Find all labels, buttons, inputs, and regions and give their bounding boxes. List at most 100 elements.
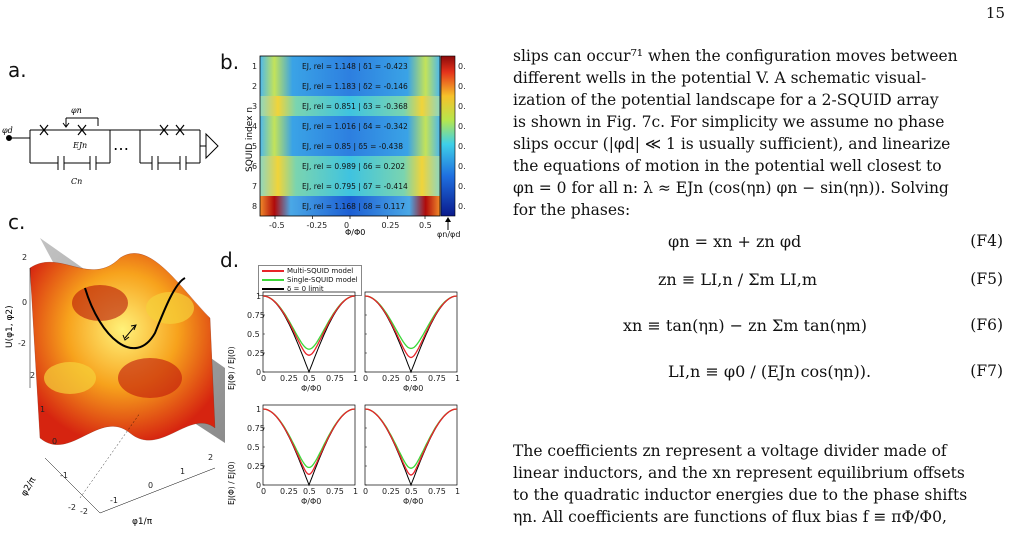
equation-f5: zn ≡ LI,n / Σm LI,m (F5) bbox=[658, 270, 1003, 289]
body-paragraph-2: The coefficients zn represent a voltage … bbox=[513, 442, 968, 526]
surface-xtick: 1 bbox=[180, 467, 185, 476]
subplot-ytick: 1 bbox=[256, 292, 261, 301]
colorbar-tick: 0.2 bbox=[458, 82, 466, 91]
subplot-xlabel: Φ/Φ0 bbox=[403, 384, 423, 393]
subplot-xtick: 0.75 bbox=[326, 374, 344, 383]
surface-xtick: -1 bbox=[110, 496, 118, 505]
heatmap-row bbox=[260, 196, 440, 216]
subplot-xtick: 1 bbox=[353, 487, 358, 496]
multi-squid-curve bbox=[262, 295, 356, 356]
colorbar-tick: 0.22 bbox=[458, 62, 466, 71]
heatmap-row-index: 4 bbox=[252, 122, 257, 131]
heatmap-row-text: EJ, rel = 0.85 | δ5 = -0.438 bbox=[302, 142, 403, 151]
equation-f7: LI,n ≡ φ0 / (EJn cos(ηn)). (F7) bbox=[668, 362, 1003, 381]
surface-ztick: 0 bbox=[22, 298, 27, 307]
subplot-ylabel-bottom: EJ(Φ) / EJ(0) bbox=[227, 461, 236, 505]
subplot-xtick: 0.25 bbox=[382, 487, 400, 496]
surface-zlabel: U(φ1, φ2) bbox=[5, 305, 15, 348]
colorbar-tick: 0.08 bbox=[458, 202, 466, 211]
line-chart-legend: Multi-SQUID model Single-SQUID model δ =… bbox=[258, 265, 362, 296]
subplot-ytick: 0.75 bbox=[247, 424, 265, 433]
subplot-xtick: 1 bbox=[455, 374, 460, 383]
surface-xlabel: φ1/π bbox=[132, 517, 153, 527]
heatmap-row bbox=[260, 76, 440, 96]
body-paragraph-1: slips can occur⁷¹ when the configuration… bbox=[513, 47, 958, 219]
subplot-ytick: 1 bbox=[256, 405, 261, 414]
heatmap-xtick: 0.25 bbox=[382, 221, 400, 230]
delta0-curve bbox=[262, 295, 356, 374]
multi-squid-curve bbox=[262, 408, 356, 476]
subplot-xtick: 0 bbox=[261, 374, 266, 383]
heatmap-row bbox=[260, 56, 440, 76]
heatmap-row-index: 3 bbox=[252, 102, 257, 111]
subplot-xtick: 0.5 bbox=[303, 487, 316, 496]
surface-xtick: -2 bbox=[80, 507, 88, 516]
subplot-ytick: 0.5 bbox=[247, 330, 260, 339]
surface-ylabel: φ2/π bbox=[20, 475, 39, 498]
equation-block: φn = xn + zn φd (F4) zn ≡ LI,n / Σm LI,m… bbox=[513, 226, 1003, 396]
surface-ytick: -1 bbox=[60, 471, 68, 480]
heatmap-row bbox=[260, 96, 440, 116]
subplot-xtick: 0.75 bbox=[326, 487, 344, 496]
ellipsis-label: … bbox=[113, 135, 129, 154]
colorbar-tick: 0.16 bbox=[458, 122, 466, 131]
heatmap-ylabel: SQUID index n bbox=[245, 107, 255, 172]
panel-a-label: a. bbox=[8, 58, 27, 82]
subplot-xtick: 0.25 bbox=[382, 374, 400, 383]
heatmap-row-index: 5 bbox=[252, 142, 257, 151]
subplot-ytick: 0.25 bbox=[247, 349, 265, 358]
subplot-xtick: 0.5 bbox=[405, 374, 418, 383]
heatmap-row bbox=[260, 176, 440, 196]
subplot-xtick: 0.5 bbox=[405, 487, 418, 496]
potential-surface-plot: U(φ1, φ2) 2 0 -2 2 1 0 -1 -2 -2 -1 0 1 2… bbox=[5, 238, 225, 527]
subplot-xtick: 0.75 bbox=[428, 487, 446, 496]
ejn-label: EJn bbox=[72, 141, 87, 150]
surface-ytick: 0 bbox=[52, 437, 57, 446]
legend-multi: Multi-SQUID model bbox=[287, 267, 354, 275]
multi-squid-curve bbox=[364, 408, 458, 476]
cn-label: Cn bbox=[71, 177, 82, 186]
colorbar-tick: 0.18 bbox=[458, 102, 466, 111]
subplot-xlabel: Φ/Φ0 bbox=[301, 384, 321, 393]
subplot-xtick: 0.75 bbox=[428, 374, 446, 383]
heatmap-row bbox=[260, 116, 440, 136]
subplot-xtick: 0.25 bbox=[280, 487, 298, 496]
heatmap-row bbox=[260, 136, 440, 156]
subplot-xlabel: Φ/Φ0 bbox=[403, 497, 423, 506]
legend-single: Single-SQUID model bbox=[287, 276, 358, 284]
surface-ztick: 2 bbox=[22, 253, 27, 262]
colorbar-tick: 0.14 bbox=[458, 142, 466, 151]
subplot-ytick: 0.25 bbox=[247, 462, 265, 471]
heatmap-xtick: 0.5 bbox=[419, 221, 432, 230]
heatmap-figure: SQUID index n Φ/Φ0 EJ, rel = 1.148 | δ1 … bbox=[245, 55, 466, 237]
surface-ytick: 1 bbox=[40, 405, 45, 414]
heatmap-row bbox=[260, 156, 440, 176]
subplot-ytick: 0 bbox=[256, 368, 261, 377]
delta0-curve bbox=[364, 295, 458, 374]
equation-f4: φn = xn + zn φd (F4) bbox=[668, 232, 1003, 251]
subplot-xtick: 0 bbox=[363, 487, 368, 496]
subplot-xtick: 0 bbox=[261, 487, 266, 496]
subplot-ytick: 0 bbox=[256, 481, 261, 490]
heatmap-xlabel: Φ/Φ0 bbox=[345, 228, 365, 237]
panel-d-label: d. bbox=[220, 248, 240, 272]
heatmap-row-text: EJ, rel = 1.183 | δ2 = -0.146 bbox=[302, 82, 408, 91]
heatmap-row-index: 7 bbox=[252, 182, 257, 191]
colorbar-tick: 0.12 bbox=[458, 162, 466, 171]
heatmap-arrow-label: φn/φd bbox=[437, 230, 461, 239]
panel-b-label: b. bbox=[220, 50, 240, 74]
heatmap-row-text: EJ, rel = 0.795 | δ7 = -0.414 bbox=[302, 182, 408, 191]
surface-ztick: -2 bbox=[18, 339, 26, 348]
subplot-xtick: 0.25 bbox=[280, 374, 298, 383]
subplot-xtick: 0 bbox=[363, 374, 368, 383]
delta0-curve bbox=[364, 408, 458, 487]
multi-squid-curve bbox=[364, 295, 458, 359]
heatmap-row-text: EJ, rel = 1.168 | δ8 = 0.117 bbox=[302, 202, 405, 211]
subplot-xtick: 0.5 bbox=[303, 374, 316, 383]
surface-ytick: 2 bbox=[30, 371, 35, 380]
subplot-xtick: 1 bbox=[353, 374, 358, 383]
heatmap-row-text: EJ, rel = 1.016 | δ4 = -0.342 bbox=[302, 122, 408, 131]
surface-xtick: 0 bbox=[148, 481, 153, 490]
subplot-xtick: 1 bbox=[455, 487, 460, 496]
equation-f6: xn ≡ tan(ηn) − zn Σm tan(ηm) (F6) bbox=[623, 316, 1003, 335]
